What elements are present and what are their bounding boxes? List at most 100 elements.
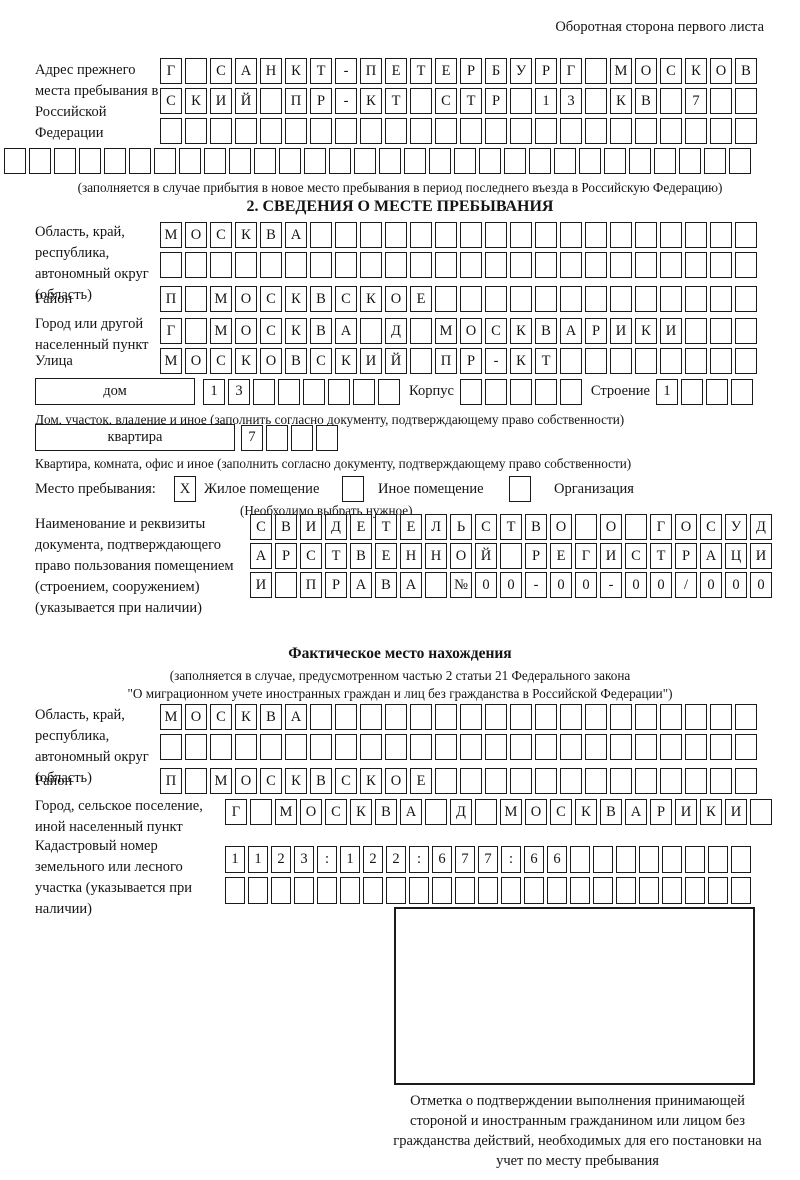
char-box[interactable] [735,118,757,144]
char-box[interactable] [435,222,457,248]
char-box[interactable]: 0 [575,572,597,598]
char-box[interactable]: Т [460,88,482,114]
char-box[interactable] [593,846,613,873]
char-box[interactable]: Т [410,58,432,84]
char-box[interactable] [460,704,482,730]
char-box[interactable]: С [210,58,232,84]
char-box[interactable] [680,378,703,405]
char-box[interactable]: М [500,799,522,825]
char-box[interactable]: И [750,543,772,569]
char-box[interactable]: Н [400,543,422,569]
char-box[interactable]: Р [525,543,547,569]
char-box[interactable]: В [310,318,332,344]
char-box[interactable]: В [535,318,557,344]
char-box[interactable]: : [317,846,337,873]
char-box[interactable] [679,148,701,174]
char-box[interactable] [560,704,582,730]
char-box[interactable]: : [409,846,429,873]
char-box[interactable] [460,768,482,794]
char-box[interactable] [635,348,657,374]
char-box[interactable] [363,877,383,904]
char-box[interactable] [735,768,757,794]
char-box[interactable] [570,846,590,873]
char-box[interactable]: В [735,58,757,84]
char-box[interactable] [510,88,532,114]
char-box[interactable] [535,252,557,278]
char-box[interactable]: - [600,572,622,598]
char-box[interactable] [410,222,432,248]
char-box[interactable]: О [525,799,547,825]
char-box[interactable] [435,734,457,760]
char-box[interactable] [410,318,432,344]
char-box[interactable] [260,734,282,760]
char-box[interactable] [485,118,507,144]
char-box[interactable]: М [275,799,297,825]
char-box[interactable] [478,877,498,904]
char-box[interactable] [429,148,451,174]
char-box[interactable] [610,118,632,144]
char-box[interactable] [185,58,207,84]
char-box[interactable] [710,704,732,730]
char-box[interactable] [285,734,307,760]
char-box[interactable] [235,252,257,278]
char-box[interactable] [160,118,182,144]
char-box[interactable]: В [350,543,372,569]
char-box[interactable] [585,286,607,312]
char-box[interactable] [485,286,507,312]
char-box[interactable]: 0 [650,572,672,598]
char-box[interactable]: О [450,543,472,569]
char-box[interactable]: 1 [248,846,268,873]
char-box[interactable]: О [460,318,482,344]
char-box[interactable] [616,846,636,873]
char-box[interactable] [385,118,407,144]
char-box[interactable] [185,286,207,312]
char-box[interactable]: М [610,58,632,84]
char-box[interactable] [460,252,482,278]
char-box[interactable] [29,148,51,174]
char-box[interactable]: Е [550,543,572,569]
char-box[interactable]: М [160,704,182,730]
char-box[interactable] [385,704,407,730]
char-box[interactable]: И [210,88,232,114]
char-box[interactable] [535,734,557,760]
char-box[interactable]: № [450,572,472,598]
char-box[interactable]: С [700,514,722,540]
char-box[interactable]: Р [325,572,347,598]
char-box[interactable]: 7 [478,846,498,873]
char-box[interactable] [460,286,482,312]
char-box[interactable] [509,378,532,405]
char-box[interactable]: В [635,88,657,114]
char-box[interactable]: Г [575,543,597,569]
char-box[interactable] [329,148,351,174]
char-box[interactable] [560,252,582,278]
char-box[interactable]: Р [675,543,697,569]
char-box[interactable] [291,424,313,451]
char-box[interactable] [639,877,659,904]
char-box[interactable] [685,348,707,374]
char-box[interactable] [460,118,482,144]
char-box[interactable] [660,252,682,278]
char-box[interactable] [635,768,657,794]
char-box[interactable] [340,877,360,904]
char-box[interactable] [353,378,375,405]
char-box[interactable]: П [435,348,457,374]
char-box[interactable]: / [675,572,697,598]
char-box[interactable]: Р [310,88,332,114]
char-box[interactable]: О [550,514,572,540]
char-box[interactable]: К [700,799,722,825]
char-box[interactable] [335,704,357,730]
char-box[interactable]: 1 [340,846,360,873]
char-box[interactable]: Б [485,58,507,84]
char-box[interactable] [685,252,707,278]
char-box[interactable] [250,799,272,825]
char-box[interactable] [510,118,532,144]
char-box[interactable] [593,877,613,904]
char-box[interactable] [185,768,207,794]
char-box[interactable] [385,734,407,760]
char-box[interactable] [635,704,657,730]
char-box[interactable] [735,286,757,312]
char-box[interactable]: С [335,768,357,794]
char-box[interactable]: Й [475,543,497,569]
char-box[interactable]: М [435,318,457,344]
char-box[interactable] [404,148,426,174]
